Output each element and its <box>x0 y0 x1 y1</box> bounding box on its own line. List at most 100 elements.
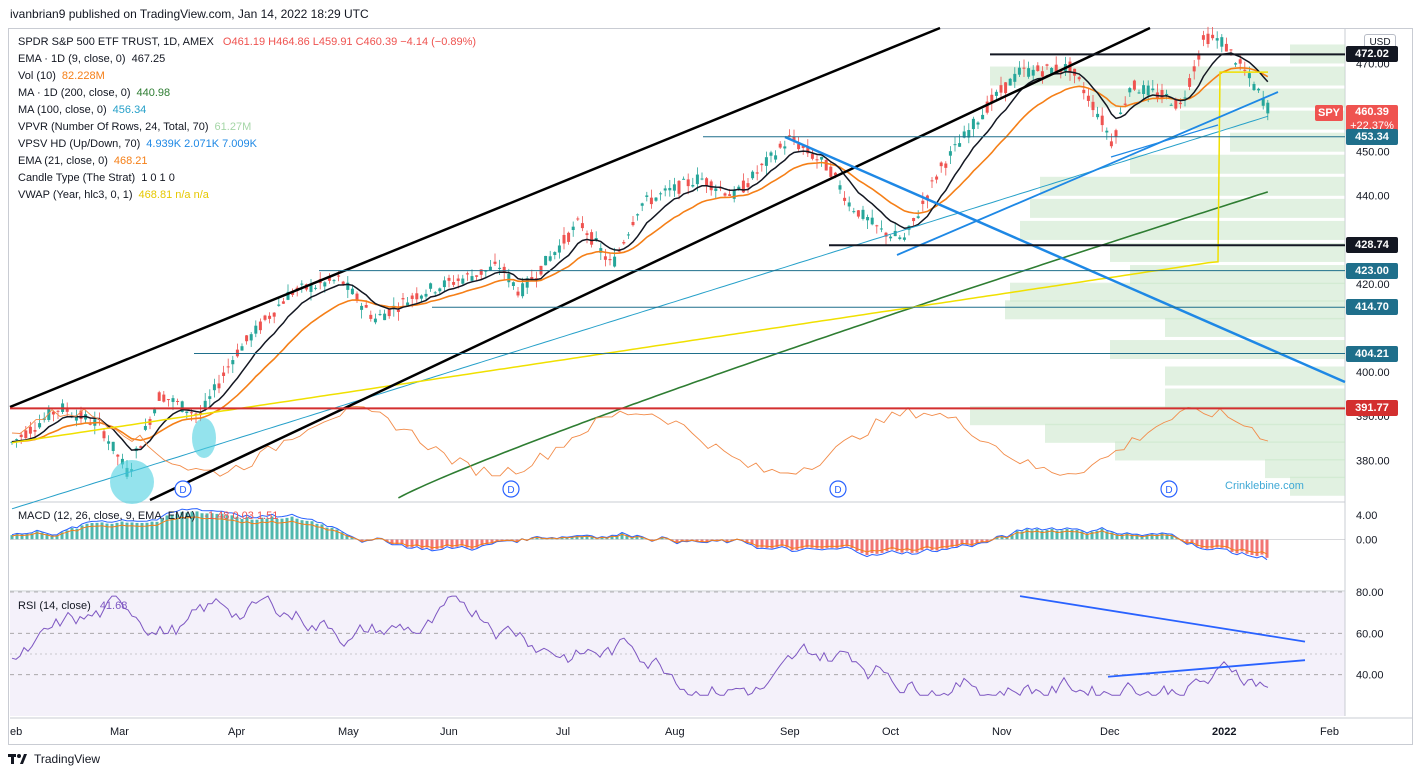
macd-histogram-bar <box>1220 539 1224 548</box>
macd-histogram-bar <box>535 536 539 540</box>
candle-body <box>958 143 962 147</box>
candle-body <box>668 187 672 191</box>
candle-body <box>189 412 193 414</box>
candle-body <box>1022 67 1026 69</box>
macd-histogram-bar <box>625 535 629 540</box>
candle-body <box>1165 93 1169 95</box>
macd-histogram-bar <box>680 539 684 542</box>
macd-histogram-bar <box>425 539 429 548</box>
legend-row: MA (100, close, 0) 456.34 <box>18 102 476 119</box>
macd-histogram-bar <box>785 539 789 548</box>
candle-body <box>1206 33 1210 45</box>
price-axis-tick: 420.00 <box>1356 279 1390 291</box>
macd-histogram-bar <box>160 518 164 540</box>
volume-profile-bar <box>1130 154 1345 174</box>
candle-body <box>806 146 810 154</box>
macd-line <box>11 508 1268 561</box>
candle-body <box>1234 63 1238 65</box>
time-axis-tick: Apr <box>228 726 245 738</box>
macd-histogram-bar <box>210 513 214 540</box>
macd-histogram-bar <box>415 539 419 546</box>
candle-body <box>1068 61 1072 73</box>
macd-histogram-bar <box>1085 533 1089 540</box>
candle-body <box>1266 102 1270 114</box>
candle-body <box>180 401 184 412</box>
candle-body <box>553 252 557 255</box>
candle-body <box>571 226 575 231</box>
macd-histogram-bar <box>440 539 444 549</box>
candle-body <box>281 301 285 304</box>
candle-body <box>1040 71 1044 77</box>
macd-histogram-bar <box>1115 534 1119 540</box>
macd-histogram-bar <box>860 539 864 554</box>
candle-body <box>254 325 258 334</box>
macd-histogram-bar <box>105 523 109 540</box>
candle-body <box>617 250 621 252</box>
candle-body <box>861 209 865 219</box>
macd-histogram-bar <box>1000 535 1004 540</box>
macd-histogram-bar <box>925 539 929 549</box>
candle-body <box>51 411 55 415</box>
candle-body <box>139 446 143 448</box>
candle-body <box>1128 88 1132 93</box>
publish-text: ivanbrian9 published on TradingView.com,… <box>10 7 369 21</box>
legend-row-value: 468.81 n/a n/a <box>138 189 209 201</box>
macd-histogram-bar <box>945 539 949 549</box>
candle-body <box>1192 66 1196 72</box>
candle-body <box>990 94 994 103</box>
macd-histogram-bar <box>295 518 299 540</box>
macd-histogram-bar <box>620 533 624 540</box>
candle-body <box>815 159 819 161</box>
candle-body <box>143 425 147 430</box>
macd-histogram-bar <box>95 522 99 540</box>
macd-histogram-bar <box>10 535 14 540</box>
candle-body <box>1013 73 1017 82</box>
macd-histogram-bar <box>1055 530 1059 540</box>
candle-body <box>695 174 699 185</box>
candle-body <box>1261 98 1265 106</box>
macd-histogram-bar <box>1070 529 1074 540</box>
candle-body <box>327 276 331 281</box>
candle-body <box>925 195 929 201</box>
macd-histogram-bar <box>485 539 489 545</box>
candle-body <box>829 166 833 177</box>
macd-histogram-bar <box>285 517 289 540</box>
candle-body <box>976 122 980 125</box>
candle-body <box>797 144 801 150</box>
macd-histogram-bar <box>270 516 274 540</box>
macd-histogram-bar <box>190 511 194 540</box>
candle-body <box>245 335 249 342</box>
candle-body <box>461 278 465 284</box>
macd-histogram-bar <box>770 539 774 549</box>
candle-body <box>1201 35 1205 40</box>
candle-body <box>1211 34 1215 39</box>
macd-histogram-bar <box>845 539 849 547</box>
macd-histogram-bar <box>255 519 259 540</box>
macd-axis-tick: 4.00 <box>1356 510 1377 522</box>
macd-histogram-bar <box>1205 539 1209 549</box>
candle-body <box>557 245 561 253</box>
candle-body <box>930 180 934 182</box>
macd-histogram-bar <box>970 539 974 547</box>
macd-histogram-bar <box>200 513 204 540</box>
candle-body <box>116 454 120 457</box>
volume-profile-bar <box>1165 388 1345 408</box>
candle-body <box>300 283 304 285</box>
macd-histogram-bar <box>175 513 179 540</box>
macd-histogram-bar <box>135 522 139 540</box>
macd-histogram-bar <box>915 539 919 553</box>
candle-body <box>599 248 603 253</box>
candle-body <box>314 287 318 289</box>
legend-row-name: VPVR (Number Of Rows, 24, Total, 70) <box>18 121 209 133</box>
candle-body <box>856 210 860 217</box>
dividend-marker-label: D <box>1165 485 1172 496</box>
macd-histogram-bar <box>170 514 174 540</box>
legend-row-name: MA · 1D (200, close, 0) <box>18 87 131 99</box>
candle-body <box>1132 80 1136 90</box>
macd-histogram-bar <box>400 539 404 545</box>
macd-histogram-bar <box>330 527 334 540</box>
tradingview-logo-icon <box>8 754 27 764</box>
legend-row: EMA · 1D (9, close, 0) 467.25 <box>18 51 476 68</box>
candle-body <box>456 278 460 281</box>
